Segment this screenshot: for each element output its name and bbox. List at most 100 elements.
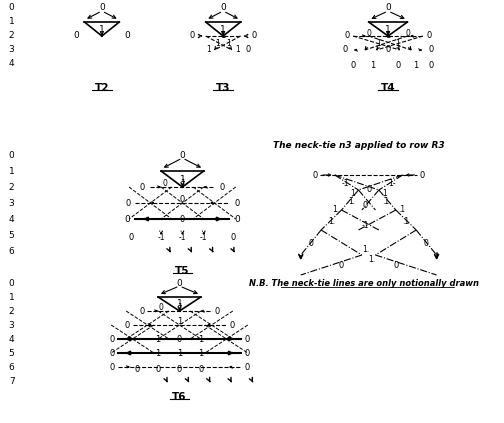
Text: 4: 4 [9,60,15,69]
Text: 1: 1 [9,292,15,302]
Text: 0: 0 [244,335,250,343]
Text: 1: 1 [180,179,185,189]
Text: 0: 0 [9,151,15,159]
Text: 0: 0 [234,214,240,223]
Text: -1: -1 [157,233,165,242]
Text: 0: 0 [198,365,204,374]
Text: 1: 1 [198,349,204,357]
Text: 5: 5 [9,349,15,357]
Text: 1: 1 [179,175,185,184]
Text: 6: 6 [9,247,15,255]
Text: 1: 1 [177,303,182,313]
Text: 0: 0 [156,365,161,374]
Text: 0: 0 [231,233,236,242]
Text: 0: 0 [426,31,431,41]
Text: .1: .1 [403,217,410,226]
Text: 0: 0 [124,321,130,330]
Text: T5: T5 [175,266,190,276]
Text: 4: 4 [9,214,15,223]
Text: 1: 1 [386,31,391,41]
Text: 2: 2 [9,307,15,316]
Text: 0: 0 [339,261,344,269]
Text: T2: T2 [95,83,109,93]
Text: 1.: 1. [332,206,339,214]
Text: 0: 0 [74,31,80,41]
Text: 1: 1 [226,38,231,47]
Text: 1: 1 [220,25,226,33]
Text: T6: T6 [172,392,187,402]
Text: 0: 0 [343,46,348,55]
Text: 1: 1 [235,46,240,55]
Text: 1: 1 [350,189,355,198]
Text: 1: 1 [198,335,204,343]
Text: 0: 0 [234,198,240,208]
Text: 0: 0 [251,31,257,41]
Text: 1: 1 [176,299,182,308]
Text: 0: 0 [350,61,356,71]
Text: 0: 0 [385,3,391,13]
Text: 1: 1 [177,349,182,357]
Text: 0: 0 [312,170,318,179]
Text: 1.: 1. [368,255,375,264]
Text: 0: 0 [386,46,391,55]
Text: 1: 1 [99,25,105,33]
Text: 3: 3 [9,321,15,330]
Text: 1-: 1- [389,179,396,187]
Text: 0: 0 [220,182,225,192]
Text: 0: 0 [363,201,368,209]
Text: The neck-tie n3 applied to row R3: The neck-tie n3 applied to row R3 [273,140,445,149]
Text: 0: 0 [190,31,195,41]
Text: 3: 3 [9,198,15,208]
Text: 0: 0 [366,28,371,38]
Text: 2: 2 [9,182,15,192]
Text: 0: 0 [9,278,15,288]
Text: 1: 1 [370,61,375,71]
Text: 5: 5 [9,231,15,239]
Text: 0: 0 [125,198,131,208]
Text: 2: 2 [9,31,15,41]
Text: 0: 0 [124,31,130,41]
Text: 1: 1 [9,17,15,27]
Text: -1: -1 [361,220,369,230]
Text: 1: 1 [396,39,400,49]
Text: 0: 0 [177,365,182,374]
Text: 0: 0 [215,307,220,316]
Text: 1.: 1. [328,217,335,226]
Text: 0: 0 [125,214,131,223]
Text: 1: 1 [156,335,161,343]
Text: 1.: 1. [348,198,355,206]
Text: -1: -1 [178,233,186,242]
Text: 0: 0 [109,335,114,343]
Text: 3: 3 [9,46,15,55]
Text: 0: 0 [129,233,134,242]
Text: 0: 0 [220,3,226,13]
Text: 0: 0 [109,363,114,371]
Text: 1: 1 [216,38,220,47]
Text: 6: 6 [9,363,15,371]
Text: 0: 0 [366,186,371,195]
Text: 0: 0 [424,239,429,247]
Text: 7: 7 [9,376,15,385]
Text: N.B. The neck-tie lines are only notionally drawn: N.B. The neck-tie lines are only notiona… [249,278,479,288]
Text: 1: 1 [9,167,15,176]
Text: 0: 0 [405,28,410,38]
Text: 0: 0 [109,349,114,357]
Text: .1: .1 [398,206,405,214]
Text: 0: 0 [162,179,167,189]
Text: 0: 0 [244,363,250,371]
Text: 0: 0 [180,195,185,204]
Text: T4: T4 [381,83,395,93]
Text: .1: .1 [382,198,389,206]
Text: 0: 0 [393,261,399,269]
Text: 0: 0 [134,365,140,374]
Text: 1: 1 [206,46,211,55]
Text: 0: 0 [246,46,251,55]
Text: 0: 0 [428,46,433,55]
Text: 0: 0 [179,151,185,159]
Text: 0: 0 [308,239,313,247]
Text: 1: 1 [385,25,391,33]
Text: 0: 0 [140,182,145,192]
Text: 1: 1 [413,61,418,71]
Text: 0: 0 [99,3,105,13]
Text: 0: 0 [159,303,163,313]
